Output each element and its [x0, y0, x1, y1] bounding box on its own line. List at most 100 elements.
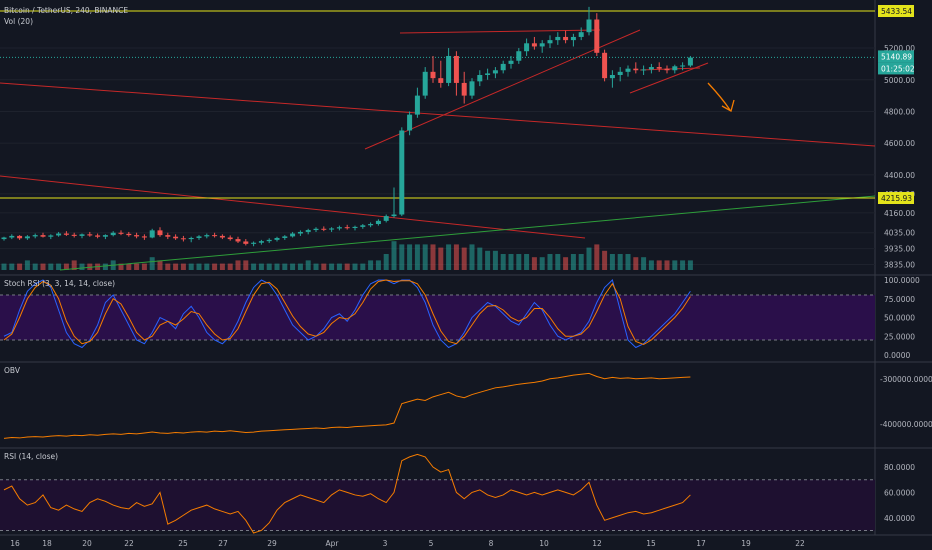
- volume-bar: [149, 257, 155, 270]
- time-tick-label: 16: [10, 539, 20, 548]
- volume-bar: [430, 244, 436, 270]
- candle-body: [212, 235, 218, 237]
- volume-bar: [641, 257, 647, 270]
- oscillator-bands: [0, 294, 875, 531]
- volume-bar: [485, 250, 491, 270]
- candle-body: [180, 238, 186, 240]
- volume-bar: [180, 263, 186, 270]
- stoch-tick-label: 100.0000: [884, 276, 920, 285]
- rsi-band: [0, 479, 875, 531]
- candle-body: [204, 235, 210, 237]
- rsi-tick-label: 60.0000: [884, 488, 915, 497]
- volume-bar: [290, 263, 296, 270]
- volume-bar: [227, 263, 233, 270]
- volume-bar: [204, 263, 210, 270]
- candle-body: [141, 236, 147, 238]
- candle-body: [633, 68, 639, 71]
- price-tick-label: 5200.00: [884, 44, 915, 53]
- volume-bar: [687, 260, 693, 270]
- candle-body: [594, 19, 600, 53]
- candle-body: [508, 60, 514, 64]
- candle-body: [524, 43, 530, 52]
- candle-body: [578, 32, 584, 37]
- time-tick-label: 22: [124, 539, 134, 548]
- stoch-tick-label: 25.0000: [884, 332, 915, 341]
- flag-upper: [639, 67, 701, 71]
- volume-bar: [157, 260, 163, 270]
- volume-bar: [118, 263, 124, 270]
- candle-body: [641, 69, 647, 71]
- candle-body: [297, 231, 303, 234]
- volume-bar: [48, 263, 54, 270]
- rsi-tick-label: 40.0000: [884, 514, 915, 523]
- candle-body: [383, 216, 389, 221]
- rising-wedge-upper: [399, 29, 601, 34]
- rsi-legend[interactable]: RSI (14, close): [4, 452, 59, 461]
- volume-bar: [648, 260, 654, 270]
- volume-bar: [407, 244, 413, 270]
- obv-legend[interactable]: OBV: [4, 366, 20, 375]
- volume-bar: [251, 263, 257, 270]
- candle-body: [555, 36, 561, 41]
- candle-body: [290, 233, 296, 237]
- volume-bar: [219, 263, 225, 270]
- candle-body: [672, 66, 678, 71]
- time-tick-label: 20: [82, 539, 92, 548]
- volume-bar: [71, 260, 77, 270]
- volume-bar: [360, 263, 366, 270]
- volume-bar: [492, 250, 498, 270]
- volume-bar: [586, 247, 592, 270]
- volume-bar: [531, 257, 537, 270]
- volume-bar: [477, 247, 483, 270]
- volume-bar: [453, 244, 459, 270]
- candle-body: [173, 236, 179, 239]
- volume-bar: [399, 244, 405, 270]
- candle-body: [453, 55, 459, 83]
- volume-bar: [336, 263, 342, 270]
- time-tick-label: 10: [539, 539, 549, 548]
- stoch-band: [0, 295, 875, 340]
- volume-bar: [680, 260, 686, 270]
- candle-body: [188, 237, 194, 240]
- candle-body: [414, 95, 420, 115]
- volume-bar: [422, 244, 428, 270]
- rsi-tick-label: 80.0000: [884, 463, 915, 472]
- volume-bar: [555, 254, 561, 270]
- obv-line: [3, 372, 691, 439]
- candle-body: [126, 233, 132, 236]
- obv-tick-label: -400000.0000: [880, 420, 932, 429]
- oscillator-lines: [3, 279, 691, 534]
- candle-body: [71, 234, 77, 236]
- volume-bar: [266, 263, 272, 270]
- green-support-line: [59, 195, 876, 271]
- candle-body: [251, 242, 257, 244]
- volume-bar: [282, 263, 288, 270]
- support-badge-bg: [878, 192, 914, 204]
- volume-bar: [352, 263, 358, 270]
- symbol-title[interactable]: Bitcoin / TetherUS, 240, BINANCE: [4, 6, 129, 15]
- candle-body: [274, 237, 280, 240]
- candle-body: [469, 81, 475, 96]
- candle-body: [656, 67, 662, 69]
- candle-body: [617, 71, 623, 75]
- time-tick-label: 8: [489, 539, 494, 548]
- volume-bar: [446, 244, 452, 270]
- candle-body: [344, 227, 350, 229]
- candle-body: [602, 52, 608, 79]
- volume-bar: [212, 263, 218, 270]
- volume-legend[interactable]: Vol (20): [4, 17, 34, 26]
- volume-bar: [625, 254, 631, 270]
- volume-bar: [79, 263, 85, 270]
- candle-body: [40, 235, 46, 237]
- candle-body: [321, 228, 327, 230]
- time-tick-label: 18: [42, 539, 52, 548]
- candle-body: [422, 71, 428, 96]
- candlesticks[interactable]: [1, 6, 693, 247]
- candle-body: [9, 235, 15, 238]
- candle-body: [258, 241, 264, 243]
- stoch-rsi-legend[interactable]: Stoch RSI (3, 3, 14, 14, close): [4, 279, 115, 288]
- candle-body: [500, 63, 506, 71]
- volume-bar: [243, 260, 249, 270]
- volume-bar: [383, 254, 389, 270]
- volume-bar: [141, 263, 147, 270]
